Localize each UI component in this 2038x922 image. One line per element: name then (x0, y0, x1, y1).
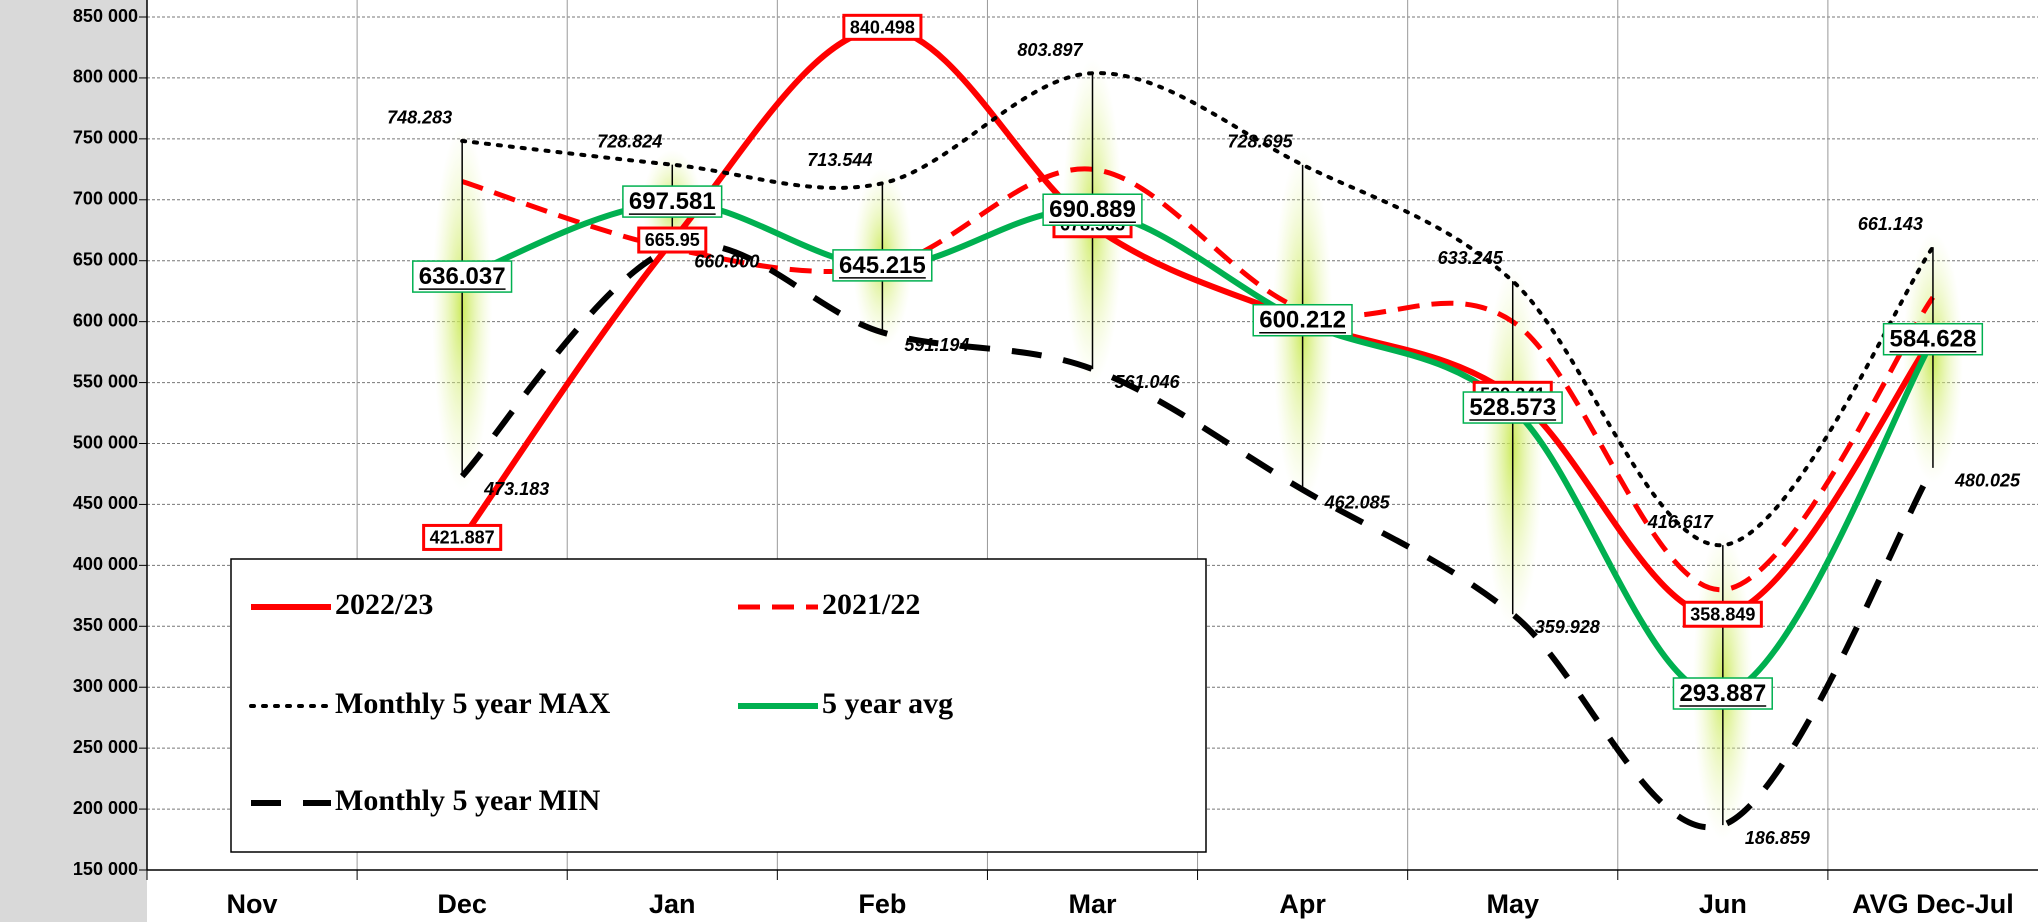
data-label-box (412, 260, 513, 293)
x-tick-label: Mar (1068, 889, 1117, 919)
y-tick-label: 650 000 (73, 249, 138, 269)
data-label-box (422, 523, 503, 551)
x-tick-label: Feb (858, 889, 906, 919)
data-label: 358.849 (1690, 604, 1755, 624)
x-tick-label: Apr (1279, 889, 1326, 919)
data-label: 528.573 (1469, 394, 1556, 421)
data-label: 728.695 (1228, 132, 1294, 152)
data-label-box (842, 13, 923, 41)
y-tick-label: 600 000 (73, 310, 138, 330)
data-label: 840.498 (850, 17, 915, 37)
y-tick-label: 300 000 (73, 676, 138, 696)
y-tick-label: 800 000 (73, 67, 138, 87)
data-label-box (1042, 193, 1143, 226)
y-tick-label: 350 000 (73, 615, 138, 635)
data-label: 359.928 (1535, 617, 1600, 637)
data-label: 591.194 (904, 335, 969, 355)
data-label-box (1672, 677, 1773, 710)
data-label: 661.143 (1858, 214, 1923, 234)
y-tick-label: 250 000 (73, 737, 138, 757)
data-label: 645.215 (839, 252, 926, 279)
data-label-box (1252, 303, 1353, 337)
data-label: 186.859 (1745, 828, 1810, 848)
x-tick-label: Nov (227, 889, 278, 919)
data-label: 462.085 (1324, 492, 1391, 512)
y-tick-label: 850 000 (73, 6, 138, 26)
data-label: 421.887 (430, 527, 495, 547)
legend-box (230, 558, 1207, 853)
data-label-box (622, 185, 723, 218)
series-line (461, 166, 1935, 593)
data-label: 416.617 (1647, 512, 1714, 532)
data-label: 728.824 (597, 131, 662, 151)
legend-label: 2022/23 (335, 588, 433, 621)
data-label: 480.025 (1954, 471, 2021, 491)
data-label-box (1882, 322, 1984, 356)
data-label: 713.544 (807, 150, 872, 170)
data-label: 690.889 (1049, 196, 1136, 223)
legend-label: 2021/22 (822, 588, 920, 621)
legend-label: Monthly 5 year MIN (335, 784, 601, 817)
x-tick-label: AVG Dec-Jul (1852, 889, 2014, 919)
data-label: 293.887 (1679, 680, 1766, 707)
y-tick-label: 750 000 (73, 128, 138, 148)
x-tick-label: Jan (649, 889, 696, 919)
data-label-box (1682, 600, 1763, 628)
legend-label: 5 year avg (822, 687, 953, 720)
axis-background (0, 0, 147, 922)
data-label: 665.95 (645, 230, 700, 250)
data-label: 600.212 (1259, 307, 1346, 334)
y-tick-label: 200 000 (73, 798, 138, 818)
data-label-box (832, 249, 933, 282)
legend-label: Monthly 5 year MAX (335, 687, 611, 720)
data-label: 636.037 (419, 263, 506, 290)
y-tick-label: 400 000 (73, 554, 138, 574)
y-tick-label: 700 000 (73, 189, 138, 209)
series-line (460, 71, 1935, 548)
data-label: 473.183 (483, 479, 549, 499)
data-label: 803.897 (1017, 40, 1083, 60)
data-label: 748.283 (387, 108, 452, 128)
data-label-box (637, 226, 708, 254)
y-tick-label: 500 000 (73, 432, 138, 452)
x-tick-label: Jun (1699, 889, 1747, 919)
data-label-box (1462, 391, 1563, 424)
x-tick-label: May (1486, 889, 1539, 919)
data-label: 561.046 (1115, 372, 1181, 392)
data-label: 660.000 (694, 251, 759, 271)
y-tick-label: 450 000 (73, 493, 138, 513)
x-tick-label: Dec (437, 889, 487, 919)
y-tick-label: 150 000 (73, 859, 138, 879)
data-label: 697.581 (629, 188, 716, 215)
data-label: 584.628 (1890, 326, 1977, 353)
y-tick-label: 550 000 (73, 371, 138, 391)
data-label: 633.245 (1438, 248, 1504, 268)
